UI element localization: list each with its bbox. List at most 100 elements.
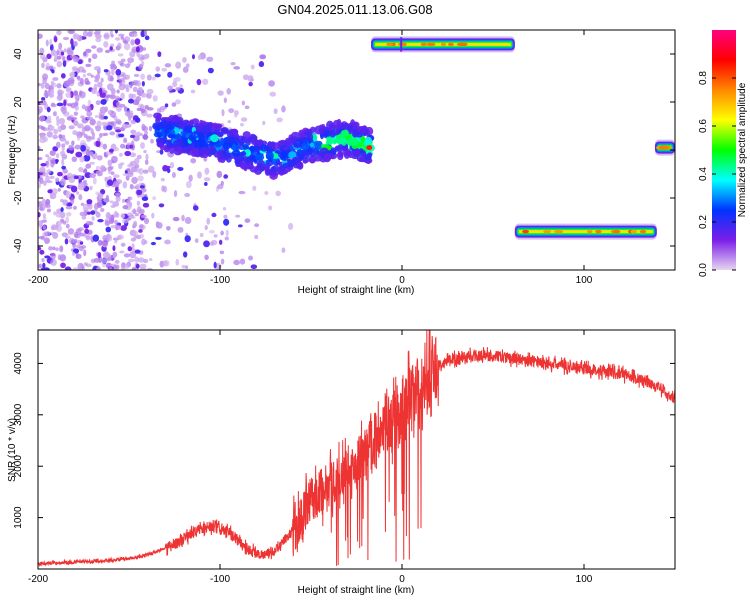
spectrogram-cell xyxy=(288,151,297,159)
spectrogram-cell xyxy=(102,235,109,242)
spectrogram-cell xyxy=(206,217,211,225)
spectrogram-cell xyxy=(138,168,144,175)
spectrogram-cell xyxy=(89,172,96,179)
spectrogram-cell xyxy=(329,129,336,138)
spectrogram-cell xyxy=(139,267,147,270)
spectrogram-cell xyxy=(65,191,71,199)
spectrogram-cell xyxy=(213,234,218,238)
spectrogram-cell xyxy=(38,115,46,122)
spectrogram-cell xyxy=(73,205,77,210)
spectrogram-cell xyxy=(400,37,403,52)
spectrogram-cell xyxy=(127,246,133,252)
spectrogram-cell xyxy=(128,196,133,201)
spectrogram-cell xyxy=(144,35,150,41)
spectrogram-cell xyxy=(72,267,80,270)
spectrogram-cell xyxy=(117,53,124,57)
spectrogram-cell xyxy=(302,159,308,164)
spectrogram-cell xyxy=(231,143,237,152)
spectrogram-cell xyxy=(64,238,69,245)
colorbar-label: Normalized spectral amplitude xyxy=(737,82,748,217)
spectrogram-cell xyxy=(125,175,130,181)
spectrogram-cell xyxy=(164,103,169,108)
spectrogram-cell xyxy=(241,100,245,106)
spectrogram-cell xyxy=(115,186,119,192)
spectrogram-feature-tone-line xyxy=(654,139,675,156)
spectrogram-cell xyxy=(364,153,372,161)
colorbar: 0.0 0.2 0.4 0.6 0.8 Normalized spectral ampl… xyxy=(698,30,748,277)
spectrogram-cell xyxy=(72,130,78,136)
spectrogram-cell xyxy=(200,133,206,142)
spectrogram-cell xyxy=(72,251,76,256)
spectrogram-cell xyxy=(127,57,135,63)
spectrogram-cell xyxy=(55,115,60,122)
spectrogram-cell xyxy=(63,80,71,88)
x-tick-label: -100 xyxy=(210,275,230,286)
spectrogram-cell xyxy=(252,185,257,191)
colorbar-scale xyxy=(712,30,736,270)
tone-hotspot xyxy=(448,42,454,47)
spectrogram-y-axis-label: Frequency (Hz) xyxy=(7,116,18,185)
spectrogram-cell xyxy=(73,71,78,77)
spectrogram-cell xyxy=(184,216,192,225)
spectrogram-cell xyxy=(101,240,109,246)
spectrogram-cell xyxy=(128,93,134,99)
spectrogram-cell xyxy=(74,144,81,150)
spectrogram-cell xyxy=(184,235,191,243)
spectrogram-cell xyxy=(52,66,56,71)
spectrogram-cell xyxy=(82,73,86,78)
spectrogram-cell xyxy=(114,37,121,41)
spectrogram-cell xyxy=(182,66,189,73)
spectrogram-cell xyxy=(255,153,265,161)
spectrogram-cell xyxy=(287,159,295,167)
spectrogram-cell xyxy=(53,36,58,43)
spectrogram-cell xyxy=(220,258,225,265)
spectrogram-cell xyxy=(202,78,209,85)
spectrogram-cell xyxy=(137,257,145,263)
spectrogram-cell xyxy=(155,66,161,72)
spectrogram-cell xyxy=(191,54,196,60)
spectrogram-cell xyxy=(118,162,123,170)
spectrogram-cell xyxy=(69,72,76,77)
spectrogram-cell xyxy=(209,146,217,155)
spectrogram-cell xyxy=(41,257,45,263)
spectrogram-cell xyxy=(129,183,134,189)
y-tick-label: -20 xyxy=(13,190,24,205)
spectrogram-cell xyxy=(39,166,46,174)
spectrogram-cell xyxy=(91,216,95,221)
spectrogram-cell xyxy=(41,73,49,81)
spectrogram-cell xyxy=(301,136,306,143)
spectrogram-cell xyxy=(56,55,62,60)
spectrogram-cell xyxy=(191,118,200,125)
spectrogram-cell xyxy=(79,241,84,245)
spectrogram-cell xyxy=(85,135,92,140)
spectrogram-cell xyxy=(55,177,60,183)
spectrogram-cell xyxy=(66,48,74,56)
spectrogram-cell xyxy=(79,181,84,188)
spectrogram-cell xyxy=(116,225,121,229)
spectrogram-cell xyxy=(132,230,139,237)
spectrogram-cell xyxy=(110,224,117,229)
spectrogram-cell xyxy=(195,125,201,133)
spectrogram-cell xyxy=(201,147,211,156)
snr-y-axis-label: SNR (10 * v/v) xyxy=(7,418,18,482)
spectrogram-cell xyxy=(61,55,66,60)
spectrogram-cell xyxy=(102,132,109,136)
spectrogram-cell xyxy=(190,157,197,164)
spectrogram-cell xyxy=(271,142,280,151)
spectrogram-cell xyxy=(120,225,127,231)
spectrogram-cell xyxy=(138,54,145,62)
spectrogram-cell xyxy=(239,140,245,147)
spectrogram-cell xyxy=(95,211,101,218)
spectrogram-cell xyxy=(181,264,186,269)
spectrogram-cell xyxy=(83,154,91,162)
spectrogram-cell xyxy=(40,126,45,131)
spectrogram-cell xyxy=(136,189,143,196)
spectrogram-cell xyxy=(50,80,55,86)
spectrogram-cell xyxy=(70,185,78,193)
spectrogram-cell xyxy=(138,208,145,215)
spectrogram-cell xyxy=(104,220,111,226)
spectrogram-cell xyxy=(86,211,91,215)
x-tick-label: -200 xyxy=(28,574,48,585)
spectrogram-cell xyxy=(59,245,64,253)
spectrogram-cell xyxy=(95,165,101,171)
